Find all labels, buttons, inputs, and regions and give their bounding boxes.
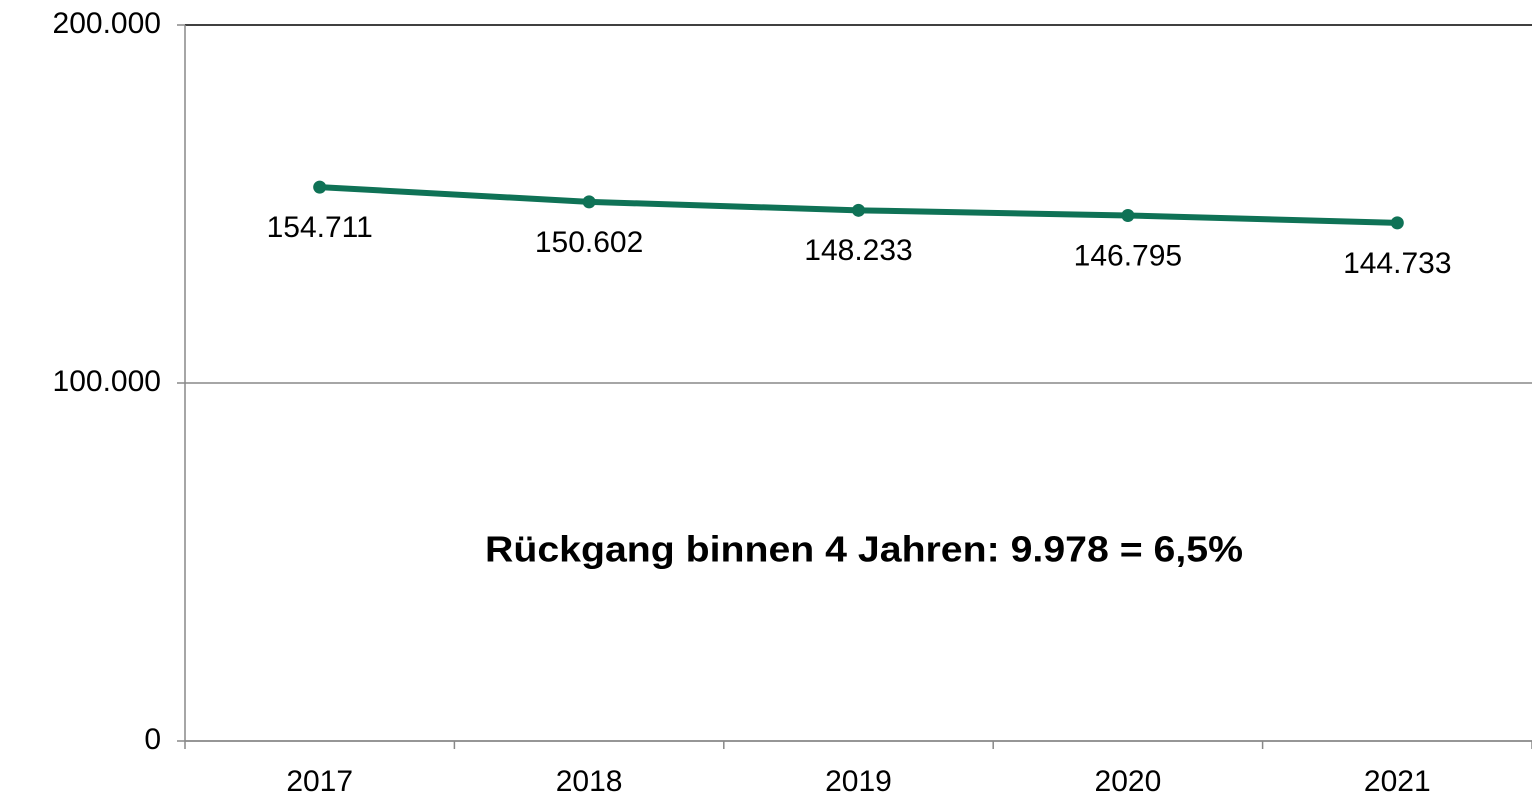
x-tick-label: 2018 — [556, 765, 623, 798]
y-tick-label: 0 — [144, 723, 161, 756]
y-tick-label: 200.000 — [53, 7, 161, 40]
point — [1390, 216, 1404, 230]
x-tick-label: 2021 — [1364, 765, 1431, 798]
point — [1121, 208, 1135, 222]
point — [313, 180, 327, 194]
point — [582, 195, 596, 209]
data-label: 146.795 — [1074, 239, 1182, 272]
x-tick-label: 2020 — [1095, 765, 1162, 798]
y-tick-label: 100.000 — [53, 365, 161, 398]
data-label: 148.233 — [804, 234, 912, 267]
data-label: 144.733 — [1343, 247, 1451, 280]
x-tick-label: 2017 — [286, 765, 353, 798]
data-label: 154.711 — [267, 211, 373, 244]
point — [852, 203, 865, 217]
x-tick-label: 2019 — [825, 765, 892, 798]
data-label: 150.602 — [535, 226, 643, 259]
annotation: Rückgang binnen 4 Jahren: 9.978 = 6,5% — [485, 529, 1243, 570]
